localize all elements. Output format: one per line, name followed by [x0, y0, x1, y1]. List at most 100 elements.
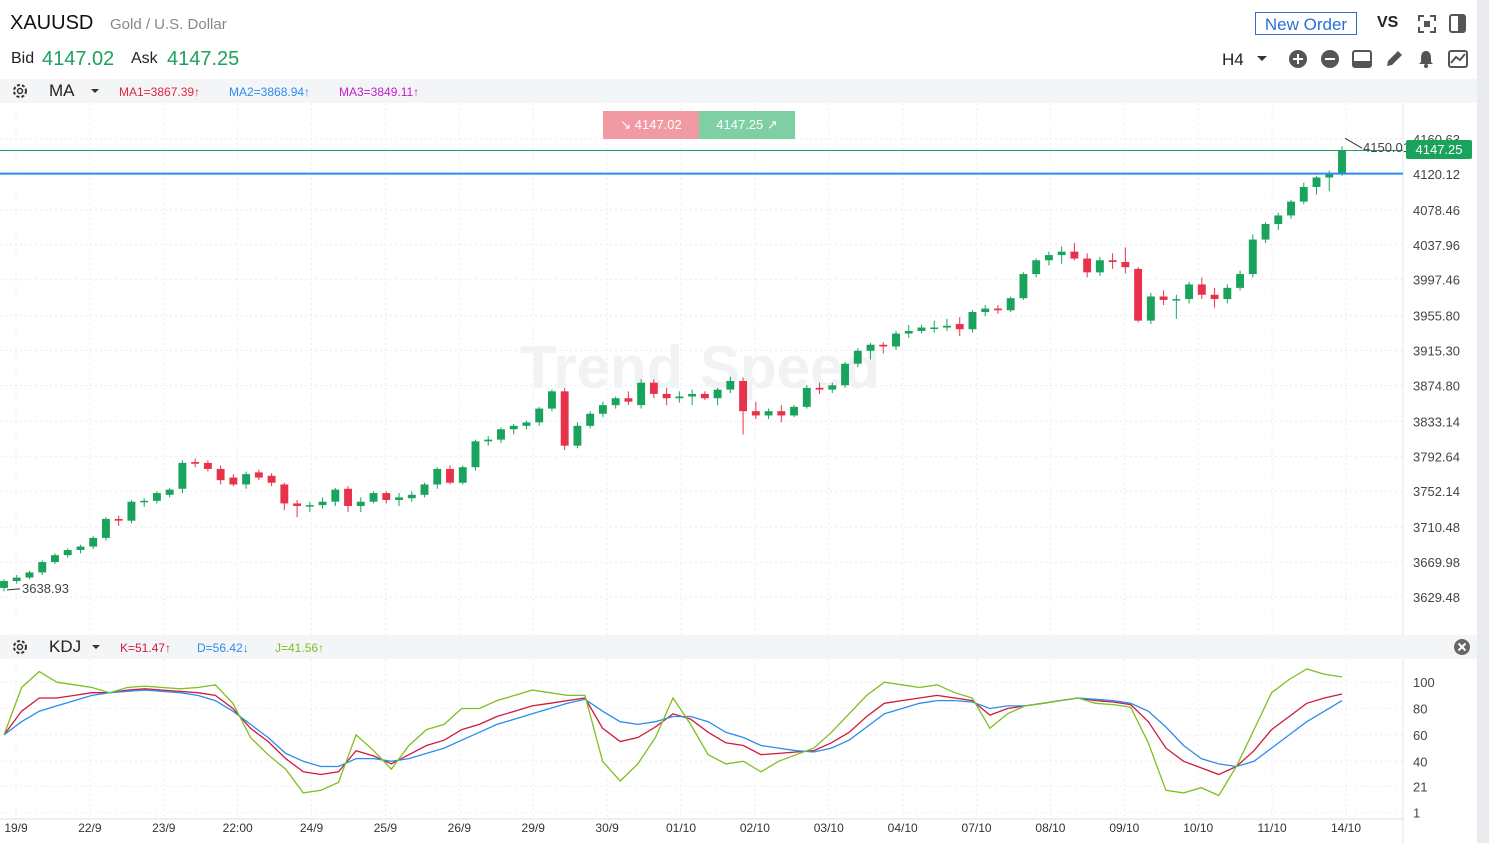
candle-body — [688, 393, 697, 397]
candle-body — [1108, 260, 1117, 262]
candle-body — [662, 393, 671, 399]
candle-body — [573, 425, 582, 446]
date-tick-label: 22/9 — [78, 821, 102, 835]
zoom-out-icon[interactable] — [1319, 48, 1341, 70]
candle-body — [1121, 261, 1130, 268]
candle-body — [879, 344, 888, 347]
vs-button[interactable]: VS — [1377, 14, 1399, 31]
candle-body — [471, 441, 480, 468]
price-tick-label: 4120.12 — [1413, 167, 1460, 182]
kdj-tick-label: 80 — [1413, 702, 1427, 717]
kdj-settings-gear-icon[interactable] — [11, 638, 29, 656]
layout-icon[interactable] — [1351, 48, 1373, 70]
kdj-tick-label: 21 — [1413, 779, 1427, 794]
candle-body — [1006, 298, 1015, 311]
candle-body — [191, 462, 200, 464]
kdj-chevron-down-icon[interactable] — [91, 644, 101, 651]
candle-body — [1159, 296, 1168, 300]
alert-bell-icon[interactable] — [1415, 48, 1437, 70]
candle-body — [598, 405, 607, 414]
price-tick-label: 4078.46 — [1413, 203, 1460, 218]
candle-body — [1095, 260, 1104, 273]
current-price-tag: 4147.25 — [1406, 140, 1472, 159]
candle-body — [344, 488, 353, 507]
candle-body — [713, 389, 722, 399]
candle-body — [1197, 284, 1206, 295]
watermark: Trend Speed — [520, 334, 880, 401]
bid-label: Bid — [11, 50, 35, 67]
candle-body — [293, 503, 302, 507]
candle-body — [1057, 251, 1066, 256]
kdj-line-k — [3, 688, 1343, 776]
candle-body — [1134, 268, 1143, 321]
price-tick-label: 3669.98 — [1413, 555, 1460, 570]
date-tick-label: 09/10 — [1109, 821, 1139, 835]
candle-body — [242, 474, 251, 485]
kdj-indicator-bar — [0, 635, 1477, 659]
close-indicator-icon[interactable] — [1453, 638, 1471, 656]
price-tick-label: 3752.14 — [1413, 484, 1460, 499]
candle-body — [777, 411, 786, 416]
chart-settings-icon[interactable] — [1447, 48, 1469, 70]
candle-body — [637, 382, 646, 406]
kdj-tick-label: 100 — [1413, 675, 1435, 690]
ask-label: Ask — [131, 50, 158, 67]
new-order-button[interactable]: New Order — [1255, 12, 1357, 35]
candle-body — [1274, 215, 1283, 225]
price-tick-label: 3629.48 — [1413, 590, 1460, 605]
ma1-value: MA1=3867.39↑ — [119, 85, 201, 99]
ma-settings-gear-icon[interactable] — [11, 82, 29, 100]
ma3-value: MA3=3849.11↑ — [339, 85, 420, 99]
candle-body — [1261, 224, 1270, 240]
candle-body — [356, 501, 365, 507]
price-tick-label: 3710.48 — [1413, 520, 1460, 535]
candle-body — [395, 497, 403, 500]
candle-body — [25, 572, 34, 578]
candle-body — [675, 396, 684, 399]
fullscreen-icon[interactable] — [1416, 13, 1438, 35]
candle-body — [841, 363, 849, 386]
ma-indicator-name[interactable]: MA — [49, 81, 75, 100]
candle-body — [63, 549, 72, 556]
candle-body — [484, 439, 493, 442]
candle-body — [140, 500, 149, 503]
candle-body — [1210, 294, 1219, 300]
price-tick-label: 3874.80 — [1413, 378, 1460, 393]
candle-body — [1172, 299, 1181, 301]
price-tick-label: 3833.14 — [1413, 414, 1460, 429]
candle-body — [866, 344, 875, 351]
candle-body — [178, 462, 187, 489]
ma-chevron-down-icon[interactable] — [90, 88, 100, 95]
candle-body — [458, 467, 467, 483]
candle-body — [790, 406, 799, 416]
candle-body — [624, 398, 633, 402]
candle-body — [853, 350, 862, 364]
date-tick-label: 22:00 — [223, 821, 253, 835]
timeframe-select[interactable]: H4 — [1222, 50, 1244, 69]
candle-body — [254, 472, 263, 478]
chevron-down-icon[interactable] — [1256, 55, 1268, 63]
symbol-title: XAUUSD — [10, 12, 94, 34]
date-tick-label: 24/9 — [300, 821, 324, 835]
candle-body — [114, 518, 123, 521]
candle-body — [305, 505, 314, 507]
candle-body — [892, 333, 900, 347]
sell-button[interactable]: ↘ 4147.02 — [603, 111, 699, 139]
candle-body — [420, 484, 429, 495]
symbol-description: Gold / U.S. Dollar — [110, 16, 227, 33]
kdj-k-value: K=51.47↑ — [120, 641, 172, 655]
candle-body — [433, 468, 442, 485]
candle-body — [917, 327, 926, 331]
date-tick-label: 01/10 — [666, 821, 696, 835]
kdj-indicator-name[interactable]: KDJ — [49, 637, 82, 656]
candle-body — [127, 501, 136, 521]
pencil-icon[interactable] — [1383, 48, 1405, 70]
candle-body — [751, 411, 760, 416]
zoom-in-icon[interactable] — [1287, 48, 1309, 70]
side-panel-icon[interactable] — [1448, 13, 1468, 35]
date-tick-label: 25/9 — [374, 821, 398, 835]
candle-body — [968, 311, 977, 330]
kdj-chart[interactable]: 100 80 60 40 21 1 19/9 22/9 23/9 22:00 24/9 25/9 26… — [0, 659, 1477, 843]
buy-button[interactable]: 4147.25 ↗ — [699, 111, 795, 139]
